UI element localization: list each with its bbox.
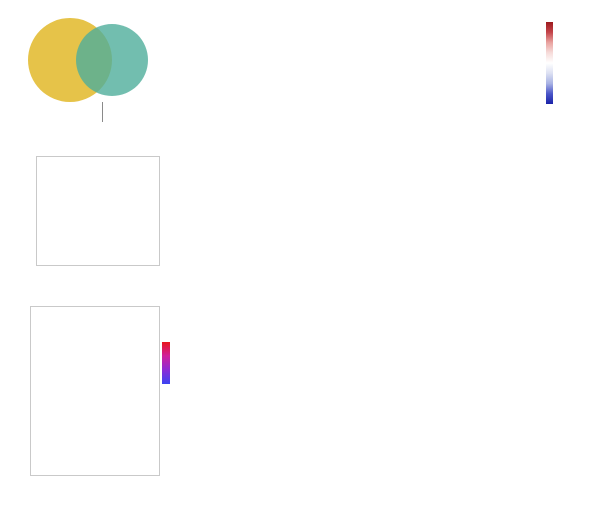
pca-legend xyxy=(166,180,226,183)
panel-a-venn xyxy=(0,0,228,142)
panel-c-quadrant xyxy=(0,292,228,509)
freq-colorbar-legend xyxy=(162,340,170,384)
venn-right-count xyxy=(112,50,150,59)
freq-colorbar xyxy=(162,342,170,384)
venn-circle-healthy xyxy=(76,24,148,96)
venn-leader-line xyxy=(102,102,103,122)
quadrant-plot-area xyxy=(30,306,160,476)
pca-plot-area xyxy=(36,156,160,266)
venn-left-count xyxy=(32,48,72,57)
venn-mid-count xyxy=(74,48,114,57)
venn-diagram xyxy=(28,18,200,102)
panel-b-pca xyxy=(0,142,228,292)
expression-colorbar xyxy=(546,22,553,104)
panel-d-heatmap xyxy=(228,0,604,509)
